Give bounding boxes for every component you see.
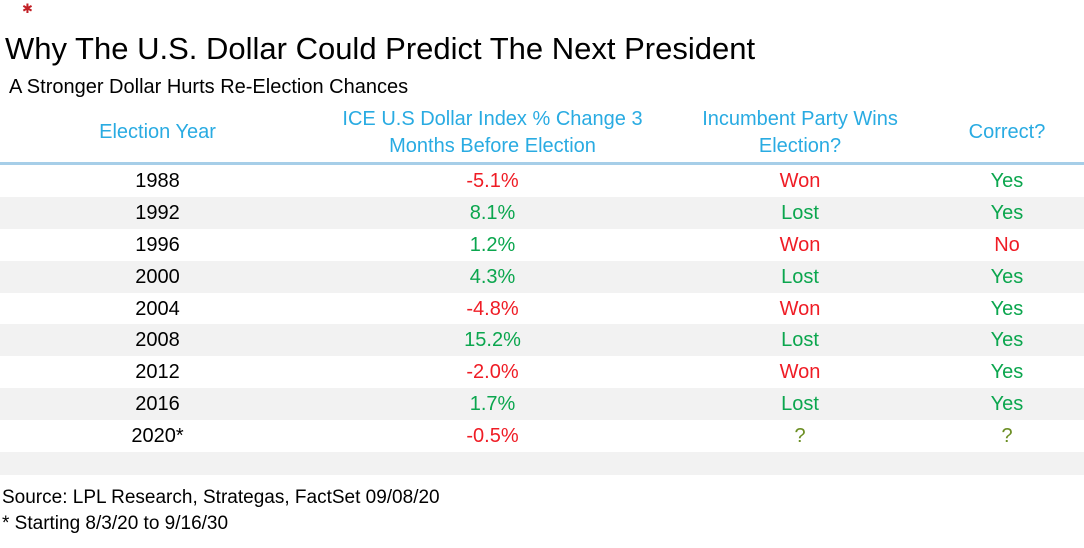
cell-year: 2016 (135, 393, 180, 416)
cell-change: -5.1% (466, 169, 519, 192)
cell-year: 1988 (135, 169, 180, 192)
cell-change: 4.3% (469, 265, 516, 288)
cell-change: -0.5% (466, 425, 519, 448)
cell-change: 1.2% (469, 233, 516, 256)
table-row: 1996 1.2% Won No (0, 229, 1084, 261)
cell-correct: No (994, 233, 1020, 256)
cell-year: 2012 (135, 361, 180, 384)
table-row: 2020* -0.5% ? ? (0, 420, 1084, 452)
table-row: 2004 -4.8% Won Yes (0, 293, 1084, 325)
table-row: 2016 1.7% Lost Yes (0, 388, 1084, 421)
cell-year: 2004 (135, 297, 180, 320)
chart-subtitle: A Stronger Dollar Hurts Re-Election Chan… (9, 76, 409, 98)
red-asterisk-icon: ✱ (22, 1, 33, 16)
table-row: 1992 8.1% Lost Yes (0, 196, 1084, 229)
cell-incumbent: ? (794, 425, 806, 448)
cell-year: 1996 (135, 233, 180, 256)
col-header-dollar-index-change: ICE U.S Dollar Index % Change 3 Months B… (315, 103, 670, 162)
col-header-correct: Correct? (930, 103, 1084, 162)
cell-incumbent: Lost (781, 201, 819, 224)
empty-stripe-row (0, 452, 1084, 476)
table-row: 2008 15.2% Lost Yes (0, 324, 1084, 357)
col-header-incumbent-wins: Incumbent Party Wins Election? (670, 103, 930, 162)
table-row: 2000 4.3% Lost Yes (0, 260, 1084, 293)
cell-correct: Yes (990, 265, 1024, 288)
cell-change: -4.8% (466, 297, 519, 320)
cell-incumbent: Won (779, 297, 821, 320)
cell-incumbent: Lost (781, 393, 819, 416)
cell-incumbent: Won (779, 169, 821, 192)
table-header-row: Election Year ICE U.S Dollar Index % Cha… (0, 103, 1084, 162)
cell-change: 15.2% (464, 329, 521, 352)
col-header-label: Correct? (968, 121, 1046, 143)
cell-correct: Yes (990, 297, 1024, 320)
data-table: Election Year ICE U.S Dollar Index % Cha… (0, 103, 1084, 476)
cell-year: 2008 (135, 329, 180, 352)
col-header-election-year: Election Year (0, 103, 315, 162)
cell-incumbent: Lost (781, 329, 819, 352)
cell-change: 8.1% (469, 201, 516, 224)
cell-year: 2020* (131, 425, 184, 448)
cell-year: 2000 (135, 265, 180, 288)
cell-correct: Yes (990, 329, 1024, 352)
cell-incumbent: Won (779, 233, 821, 256)
header-divider-line (0, 162, 1084, 165)
col-header-label: Election Year (99, 121, 216, 143)
table-body: 1988 -5.1% Won Yes 1992 8.1% Lost Yes 19… (0, 165, 1084, 476)
chart-title: Why The U.S. Dollar Could Predict The Ne… (5, 31, 756, 66)
table-row: 1988 -5.1% Won Yes (0, 165, 1084, 197)
cell-change: -2.0% (466, 361, 519, 384)
col-header-label: Incumbent Party Wins Election? (702, 107, 898, 157)
cell-incumbent: Lost (781, 265, 819, 288)
cell-correct: Yes (990, 361, 1024, 384)
col-header-label: ICE U.S Dollar Index % Change 3 Months B… (342, 107, 643, 157)
table-row: 2012 -2.0% Won Yes (0, 356, 1084, 388)
cell-correct: Yes (990, 393, 1024, 416)
cell-correct: ? (1001, 425, 1013, 448)
cell-correct: Yes (990, 201, 1024, 224)
cell-year: 1992 (135, 201, 180, 224)
cell-correct: Yes (990, 169, 1024, 192)
source-text: Source: LPL Research, Strategas, FactSet… (2, 487, 440, 508)
cell-change: 1.7% (469, 393, 516, 416)
cell-incumbent: Won (779, 361, 821, 384)
footnote-text: * Starting 8/3/20 to 9/16/30 (2, 513, 229, 534)
